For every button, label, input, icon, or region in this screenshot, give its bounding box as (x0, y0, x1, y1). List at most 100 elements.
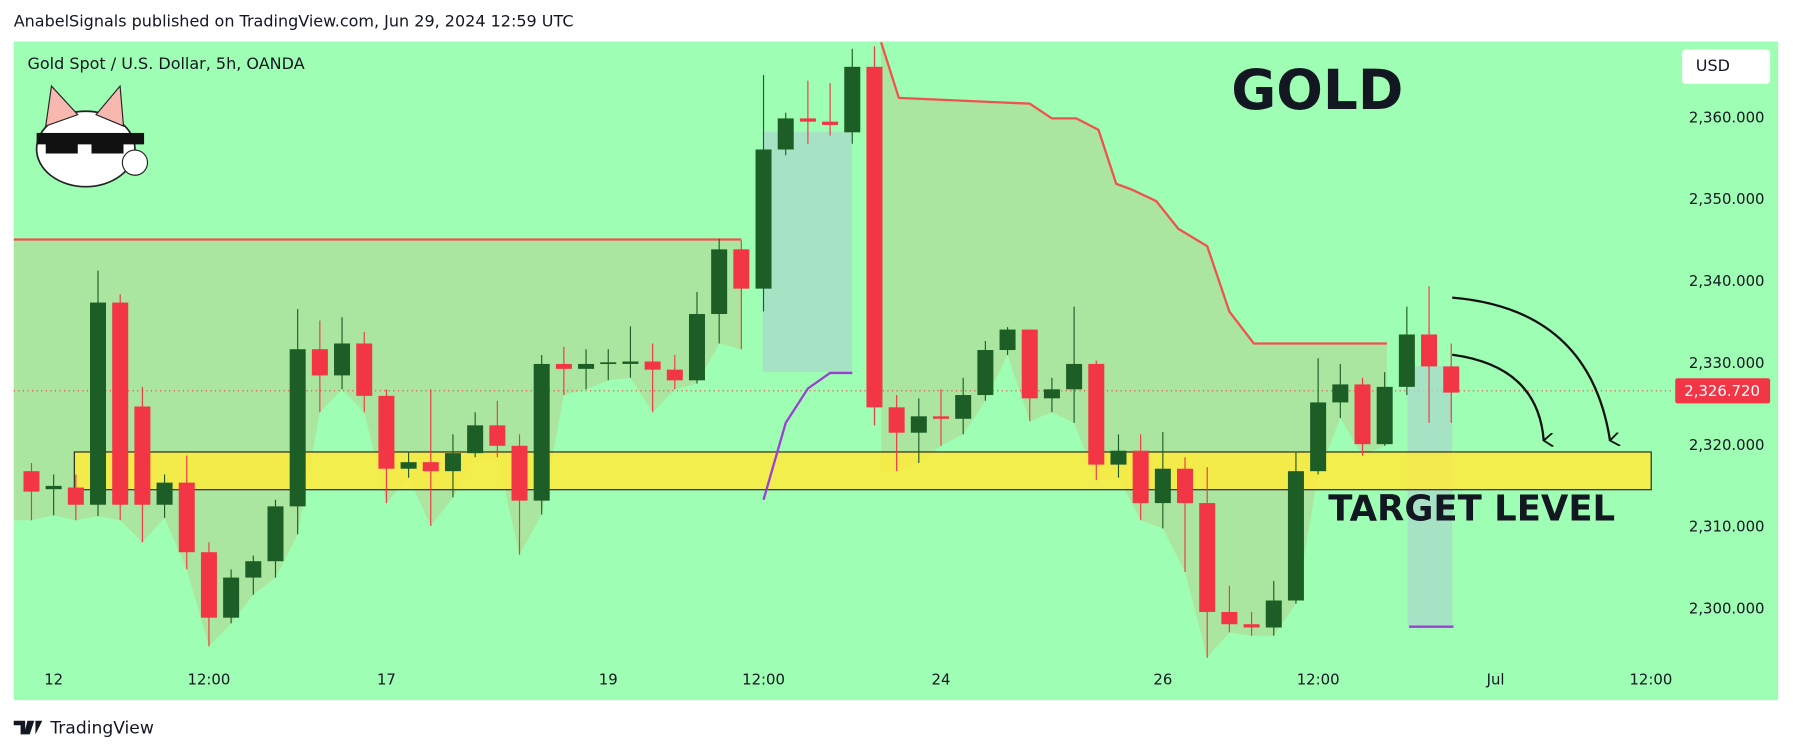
candle-body (844, 66, 861, 133)
overlay-layer (13, 41, 1672, 658)
y-tick-label: 2,320.000 (1689, 436, 1765, 454)
candle-body (600, 362, 617, 365)
candle-body (90, 302, 107, 505)
candle-body (422, 462, 439, 472)
candle-body (134, 406, 151, 505)
plot-background (13, 41, 1779, 701)
annotation-title: GOLD (1231, 58, 1403, 122)
indicator-line (762, 371, 1454, 628)
candle-body (933, 416, 950, 419)
candle-body (489, 425, 506, 446)
chart-title: Gold Spot / U.S. Dollar, 5h, OANDA (27, 54, 304, 73)
candle-body (1287, 471, 1304, 601)
y-tick-label: 2,300.000 (1689, 599, 1765, 617)
candle-body (378, 395, 395, 469)
x-tick-label: 12:00 (742, 671, 785, 689)
candles (23, 46, 1460, 658)
candle-body (1088, 363, 1105, 465)
candle-body (267, 506, 284, 562)
candle-body (444, 453, 461, 472)
candle-body (400, 462, 417, 469)
currency: USD (1696, 56, 1730, 75)
shaded-box (762, 131, 852, 372)
candle-body (1110, 450, 1127, 465)
x-tick-label: 24 (932, 671, 951, 689)
candle-body (334, 343, 351, 376)
candle-body (311, 349, 328, 376)
area-fill (13, 239, 742, 647)
arrow (1452, 353, 1543, 441)
candle-body (955, 395, 972, 419)
last-price-label: 2,326.720 (1684, 382, 1760, 400)
candle-body (1132, 450, 1149, 504)
candle-body (799, 118, 816, 122)
candle-body (733, 249, 750, 289)
axes: 2,300.000 2,310.000 2,320.000 2,330.000 2,34… (44, 108, 1771, 689)
candle-body (467, 425, 484, 454)
candle-body (45, 485, 62, 490)
candle-body (1332, 384, 1349, 403)
candle-body (644, 361, 661, 370)
candle-body (1221, 611, 1238, 625)
candle-body (112, 302, 129, 505)
currency-box (1682, 49, 1771, 84)
candle-body (1243, 624, 1260, 628)
x-tick-label: Jul (1486, 671, 1505, 689)
x-tick-label: 12:00 (188, 671, 231, 689)
x-tick-label: 12:00 (1629, 671, 1672, 689)
candle-body (777, 118, 794, 150)
indicator-line (13, 41, 1387, 345)
shaded-box (1407, 366, 1453, 627)
y-tick-label: 2,350.000 (1689, 190, 1765, 208)
header: AnabelSignals published on TradingView.c… (14, 12, 574, 31)
footer-logo (13, 720, 43, 735)
y-tick-label: 2,340.000 (1689, 272, 1765, 290)
arrow (1452, 296, 1610, 441)
candle-body (23, 471, 40, 492)
candle-body (666, 369, 683, 381)
candle-body (866, 66, 883, 408)
y-tick-label: 2,360.000 (1689, 108, 1765, 126)
footer: TradingView (49, 719, 154, 739)
candle-body (533, 363, 550, 501)
candle-body (1310, 402, 1327, 472)
x-tick-label: 12:00 (1297, 671, 1340, 689)
candle-body (578, 363, 595, 369)
y-tick-label: 2,310.000 (1689, 518, 1765, 536)
candle-body (200, 552, 217, 618)
candle-body (555, 363, 572, 369)
candle-body (245, 561, 262, 578)
candle-body (910, 416, 927, 433)
candle-body (755, 149, 772, 289)
candle-body (711, 249, 728, 315)
x-tick-label: 26 (1153, 671, 1172, 689)
candle-body (356, 343, 373, 396)
y-tick-label: 2,330.000 (1689, 354, 1765, 372)
candle-body (1265, 600, 1282, 628)
candle-body (178, 482, 195, 553)
candle-body (1354, 384, 1371, 445)
candle-body (1177, 468, 1194, 504)
candle-body (67, 487, 84, 505)
candle-body (822, 121, 839, 125)
candle-body (1021, 329, 1038, 399)
candle-body (289, 349, 306, 507)
candle-body (223, 577, 240, 618)
candle-body (1066, 363, 1083, 390)
x-tick-label: 19 (599, 671, 618, 689)
candle-body (1043, 389, 1060, 399)
candle-body (511, 445, 528, 501)
candle-body (999, 329, 1016, 351)
candle-body (1376, 386, 1393, 445)
x-tick-label: 12 (44, 671, 63, 689)
candle-body (688, 314, 705, 381)
last-price-tag (1675, 378, 1771, 404)
annotation-target: TARGET LEVEL (1328, 488, 1615, 529)
candle-body (1421, 334, 1438, 367)
candle-body (1154, 468, 1171, 504)
candle-body (1398, 334, 1415, 387)
area-fill (881, 42, 1387, 658)
x-tick-label: 17 (377, 671, 396, 689)
candle-body (888, 407, 905, 433)
